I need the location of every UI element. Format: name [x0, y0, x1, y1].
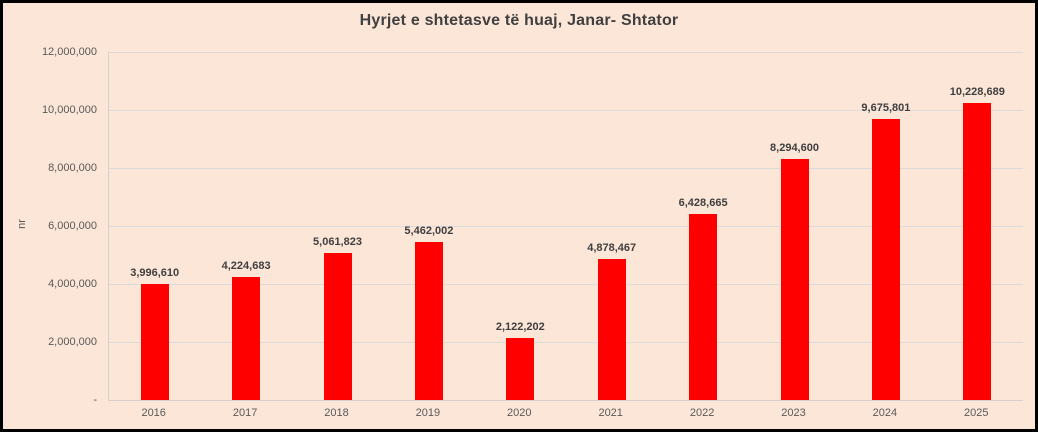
bar-value-label-2024: 9,675,801 — [861, 102, 911, 114]
y-axis-tick-labels: - 2,000,000 4,000,000 6,000,000 8,000,000 10,… — [3, 46, 97, 406]
y-tick-label: 2,000,000 — [48, 336, 97, 348]
x-tick-label-2022: 2022 — [689, 407, 715, 419]
bar-value-label-2023: 8,294,600 — [770, 142, 819, 154]
plot-area: 3,996,610 4,224,683 5,061,823 5,462,002 2,12… — [108, 52, 1023, 401]
gridline — [109, 110, 1023, 111]
bar-2019 — [414, 242, 443, 400]
bar-2025 — [963, 103, 992, 400]
x-tick-label-2018: 2018 — [324, 407, 349, 419]
x-axis-tick-labels: 2016 2017 2018 2019 2020 2021 2022 2023 2024 2025 — [108, 407, 1022, 425]
bar-value-label-2019: 5,462,002 — [404, 225, 454, 237]
y-tick-label: 10,000,000 — [41, 104, 97, 116]
bar-2022 — [689, 214, 718, 400]
x-tick-label-2017: 2017 — [232, 407, 258, 419]
y-tick-label: 6,000,000 — [48, 220, 97, 232]
bar-value-label-2018: 5,061,823 — [313, 236, 362, 248]
y-tick-label: 12,000,000 — [41, 46, 97, 58]
bar-value-label-2025: 10,228,689 — [949, 86, 1005, 98]
x-tick-label-2020: 2020 — [507, 407, 532, 419]
x-tick-label-2025: 2025 — [964, 407, 989, 419]
y-tick-label: 4,000,000 — [48, 278, 97, 290]
bar-2021 — [597, 259, 626, 400]
x-tick-label-2019: 2019 — [415, 407, 441, 419]
bar-value-label-2020: 2,122,202 — [495, 321, 545, 333]
gridline — [109, 52, 1023, 53]
bar-2018 — [323, 253, 352, 400]
bar-2016 — [140, 284, 169, 400]
y-tick-label: - — [93, 394, 97, 406]
bar-2017 — [232, 277, 261, 400]
chart-title: Hyrjet e shtetasve të huaj, Janar- Shtat… — [359, 12, 679, 29]
bar-2024 — [871, 119, 900, 400]
gridline — [109, 226, 1023, 227]
gridline — [109, 168, 1023, 169]
bar-2023 — [780, 159, 809, 400]
bar-value-label-2021: 4,878,467 — [587, 242, 637, 254]
gridline — [109, 284, 1023, 285]
x-tick-label-2024: 2024 — [872, 407, 898, 419]
bar-2020 — [506, 338, 535, 400]
x-tick-label-2021: 2021 — [598, 407, 623, 419]
x-tick-label-2023: 2023 — [781, 407, 806, 419]
x-tick-label-2016: 2016 — [141, 407, 166, 419]
bar-value-label-2022: 6,428,665 — [678, 197, 728, 209]
bar-value-label-2017: 4,224,683 — [221, 260, 271, 272]
bar-value-label-2016: 3,996,610 — [130, 267, 180, 279]
gridline — [109, 342, 1023, 343]
y-tick-label: 8,000,000 — [48, 162, 97, 174]
